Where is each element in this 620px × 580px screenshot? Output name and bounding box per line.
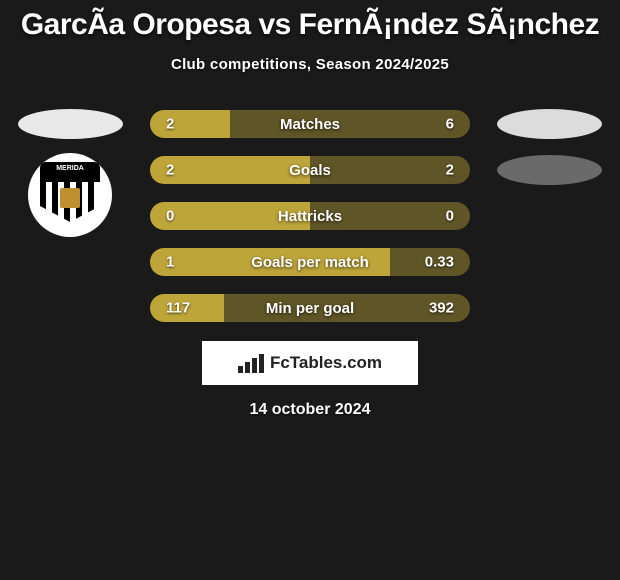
stat-label: Goals per match <box>251 254 369 271</box>
stat-row: 2 Matches 6 <box>20 109 600 139</box>
fctables-banner[interactable]: FcTables.com <box>202 341 418 385</box>
player-oval-right <box>497 109 602 139</box>
stat-label: Min per goal <box>266 300 354 317</box>
subtitle: Club competitions, Season 2024/2025 <box>10 56 610 73</box>
stat-value-left: 2 <box>166 162 174 179</box>
stat-value-left: 117 <box>166 300 190 317</box>
player-oval-right <box>497 155 602 185</box>
stat-value-left: 2 <box>166 116 174 133</box>
stat-row: 2 Goals 2 <box>20 155 600 185</box>
stat-row: 117 Min per goal 392 <box>20 293 600 323</box>
stat-label: Goals <box>289 162 331 179</box>
stat-value-right: 0 <box>446 208 454 225</box>
barchart-icon <box>238 354 264 373</box>
stat-value-left: 0 <box>166 208 174 225</box>
stat-label: Matches <box>280 116 340 133</box>
stat-value-right: 0.33 <box>425 254 454 271</box>
stat-value-right: 6 <box>446 116 454 133</box>
stat-row: 1 Goals per match 0.33 <box>20 247 600 277</box>
page-title: GarcÃ­a Oropesa vs FernÃ¡ndez SÃ¡nchez <box>10 8 610 42</box>
stat-value-right: 392 <box>429 300 454 317</box>
player-oval-left <box>18 109 123 139</box>
stat-row: 0 Hattricks 0 <box>20 201 600 231</box>
stat-value-right: 2 <box>446 162 454 179</box>
date-label: 14 october 2024 <box>10 401 610 419</box>
fctables-label: FcTables.com <box>270 353 382 373</box>
stat-label: Hattricks <box>278 208 342 225</box>
stat-value-left: 1 <box>166 254 174 271</box>
stats-area: MERIDA 2Matches62Goals20Hattricks01Goals… <box>10 109 610 323</box>
